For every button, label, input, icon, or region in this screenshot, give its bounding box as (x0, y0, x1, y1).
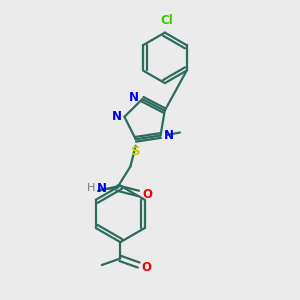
Text: O: O (142, 261, 152, 274)
Text: Cl: Cl (160, 14, 173, 27)
Text: N: N (164, 129, 174, 142)
Text: S: S (131, 145, 141, 158)
Text: N: N (97, 182, 107, 194)
Text: H: H (87, 183, 96, 193)
Text: N: N (129, 91, 139, 104)
Text: N: N (112, 110, 122, 123)
Text: O: O (142, 188, 152, 201)
